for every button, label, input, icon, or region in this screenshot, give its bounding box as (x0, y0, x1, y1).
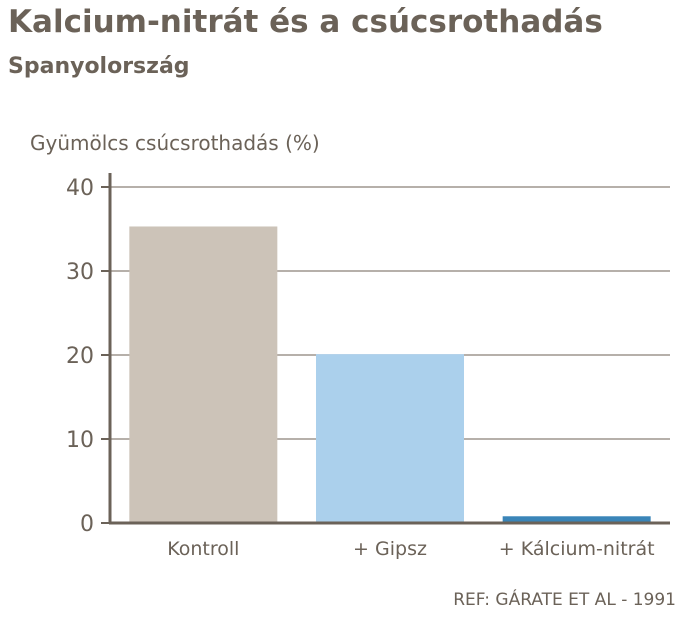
bar (316, 354, 464, 523)
chart-subtitle: Spanyolország (8, 54, 190, 79)
axes (101, 173, 670, 525)
bar (129, 226, 278, 524)
reference-note: REF: GÁRATE ET AL - 1991 (453, 590, 676, 610)
y-tick-label: 20 (66, 344, 94, 369)
x-category-label: + Kálcium-nitrát (499, 538, 655, 560)
x-category-label: Kontroll (167, 538, 239, 560)
x-category-labels: Kontroll + Gipsz + Kálcium-nitrát (167, 538, 654, 560)
x-category-label: + Gipsz (353, 538, 427, 560)
y-tick-label: 40 (66, 176, 94, 201)
y-tick-label: 30 (66, 260, 94, 285)
y-tick-labels: 0 10 20 30 40 (66, 176, 94, 537)
bars (129, 226, 651, 524)
chart-title: Kalcium-nitrát és a csúcsrothadás (8, 4, 603, 40)
y-axis-label: Gyümölcs csúcsrothadás (%) (30, 131, 320, 155)
y-tick-label: 10 (66, 428, 94, 453)
bar (502, 516, 651, 523)
y-tick-label: 0 (80, 512, 94, 537)
